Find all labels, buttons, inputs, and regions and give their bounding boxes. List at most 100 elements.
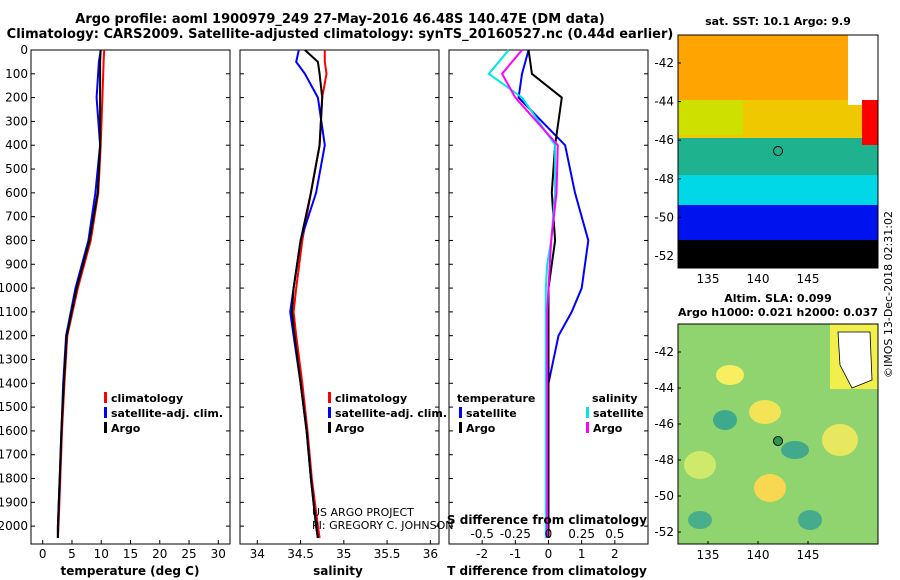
credit-line-1: US ARGO PROJECT (312, 506, 414, 519)
x-tick-label: 34.5 (287, 547, 314, 561)
depth-tick-label: 500 (5, 162, 28, 176)
legend-swatch-s-argo (586, 422, 589, 433)
depth-tick-label: 900 (5, 257, 28, 271)
x-tick-label: 25 (181, 547, 196, 561)
depth-tick-label: 1200 (0, 329, 28, 343)
legend-swatch-s-satellite (586, 407, 589, 418)
legend-label-climatology: climatology (335, 392, 407, 405)
sla-blob (749, 400, 781, 424)
legend-salinity: climatology satellite-adj. clim. Argo (328, 392, 447, 435)
map-lat-label: -44 (654, 95, 674, 109)
depth-tick-label: 700 (5, 210, 28, 224)
title-line-2: Climatology: CARS2009. Satellite-adjuste… (6, 27, 674, 42)
sst-map-frame (677, 34, 879, 269)
x-tick-label: 35 (336, 547, 351, 561)
depth-tick-label: 800 (5, 233, 28, 247)
depth-tick-label: 1300 (0, 352, 28, 366)
s-diff-tick-label: -0.5 (470, 527, 493, 541)
map-lat-label: -50 (654, 489, 674, 503)
map-lat-label: -42 (654, 345, 674, 359)
axis-ticks: 0100200300400500600700800900100011001200… (0, 43, 648, 561)
sst-map-title: sat. SST: 10.1 Argo: 9.9 (705, 15, 851, 28)
legend-label-s-satellite: satellite (593, 407, 644, 420)
map-lon-label: 135 (697, 272, 720, 286)
imos-stamp: ©IMOS 13-Dec-2018 02:31:02 (882, 211, 895, 378)
legend-swatch-argo (328, 422, 331, 433)
depth-tick-label: 1700 (0, 448, 28, 462)
sst-band-lime (678, 100, 743, 135)
legend-swatch-climatology (104, 392, 107, 403)
x-tick-label: -2 (476, 547, 488, 561)
x-tick-label: 2 (611, 547, 619, 561)
depth-tick-label: 100 (5, 67, 28, 81)
sst-band-blue (678, 205, 878, 240)
sla-blob (798, 510, 822, 530)
depth-tick-label: 300 (5, 114, 28, 128)
map-lat-label: -44 (654, 381, 674, 395)
series-line-temperature-satellite (517, 49, 590, 538)
difference-plot (487, 49, 590, 538)
sst-band-green (678, 138, 878, 178)
map-axis-ticks: -42 -44 -46 -48 -50 -52 135 140 145 -42 -44 -46 -48 -… (654, 56, 819, 562)
depth-tick-label: 0 (20, 43, 28, 57)
s-diff-tick-label: 0.5 (605, 527, 624, 541)
x-tick-label: 15 (123, 547, 138, 561)
series-line-satellite-adj-clim- (56, 49, 102, 538)
x-tick-label: 34 (250, 547, 265, 561)
sst-profile-marker (773, 146, 783, 156)
s-difference-axis-label: S difference from climatology (447, 513, 647, 527)
series-line-salinity-satellite (487, 49, 557, 538)
series-line-argo (56, 49, 102, 538)
legend-swatch-t-argo (459, 422, 462, 433)
legend-heading-salinity: salinity (592, 392, 638, 405)
sst-band-black (678, 240, 878, 268)
map-lon-label: 140 (747, 548, 770, 562)
credit-line-2: PI: GREGORY C. JOHNSON (312, 519, 453, 532)
legend-label-argo: Argo (111, 422, 141, 435)
legend-swatch-climatology (328, 392, 331, 403)
x-tick-label: 20 (152, 547, 167, 561)
legend-label-argo: Argo (335, 422, 365, 435)
legend-swatch-t-satellite (459, 407, 462, 418)
depth-tick-label: 1000 (0, 281, 28, 295)
legend-label-s-argo: Argo (593, 422, 623, 435)
sla-blob (688, 511, 712, 529)
x-tick-label: -1 (509, 547, 521, 561)
series-line-salinity-argo (500, 49, 559, 538)
salinity-plot (289, 49, 328, 539)
depth-tick-label: 1900 (0, 495, 28, 509)
x-tick-label: 1 (578, 547, 586, 561)
s-diff-tick-label: 0 (545, 527, 553, 541)
sla-map-frame (677, 323, 879, 545)
map-lat-label: -42 (654, 56, 674, 70)
sla-blob (754, 474, 786, 502)
map-lat-label: -52 (654, 249, 674, 263)
sla-blob (684, 451, 716, 479)
sst-band-orange (678, 35, 878, 100)
legend-swatch-argo (104, 422, 107, 433)
map-lat-label: -52 (654, 525, 674, 539)
map-lat-label: -48 (654, 453, 674, 467)
sla-profile-marker (773, 436, 783, 446)
legend-temperature: climatology satellite-adj. clim. Argo (104, 392, 223, 435)
salinity-panel-frame (239, 49, 440, 545)
legend-label-satellite: satellite-adj. clim. (335, 407, 447, 420)
sst-land-tasmania (848, 35, 878, 105)
series-line-climatology (56, 49, 106, 539)
map-lat-label: -46 (654, 133, 674, 147)
legend-swatch-satellite (104, 407, 107, 418)
x-tick-label: 35.5 (374, 547, 401, 561)
legend-difference: temperature satellite Argo salinity sate… (457, 392, 644, 435)
sla-blob (781, 441, 809, 459)
depth-tick-label: 200 (5, 91, 28, 105)
title-line-1: Argo profile: aoml 1900979_249 27-May-20… (75, 12, 605, 27)
series-line-argo (290, 49, 324, 539)
temperature-axis-label: temperature (deg C) (61, 564, 200, 578)
legend-label-satellite: satellite-adj. clim. (111, 407, 223, 420)
sst-band-cyan (678, 175, 878, 210)
x-tick-label: 30 (211, 547, 226, 561)
sla-map (677, 323, 879, 545)
sla-map-title-2: Argo h1000: 0.021 h2000: 0.037 (678, 306, 878, 319)
sst-map (677, 34, 879, 269)
t-difference-axis-label: T difference from climatology (447, 564, 647, 578)
